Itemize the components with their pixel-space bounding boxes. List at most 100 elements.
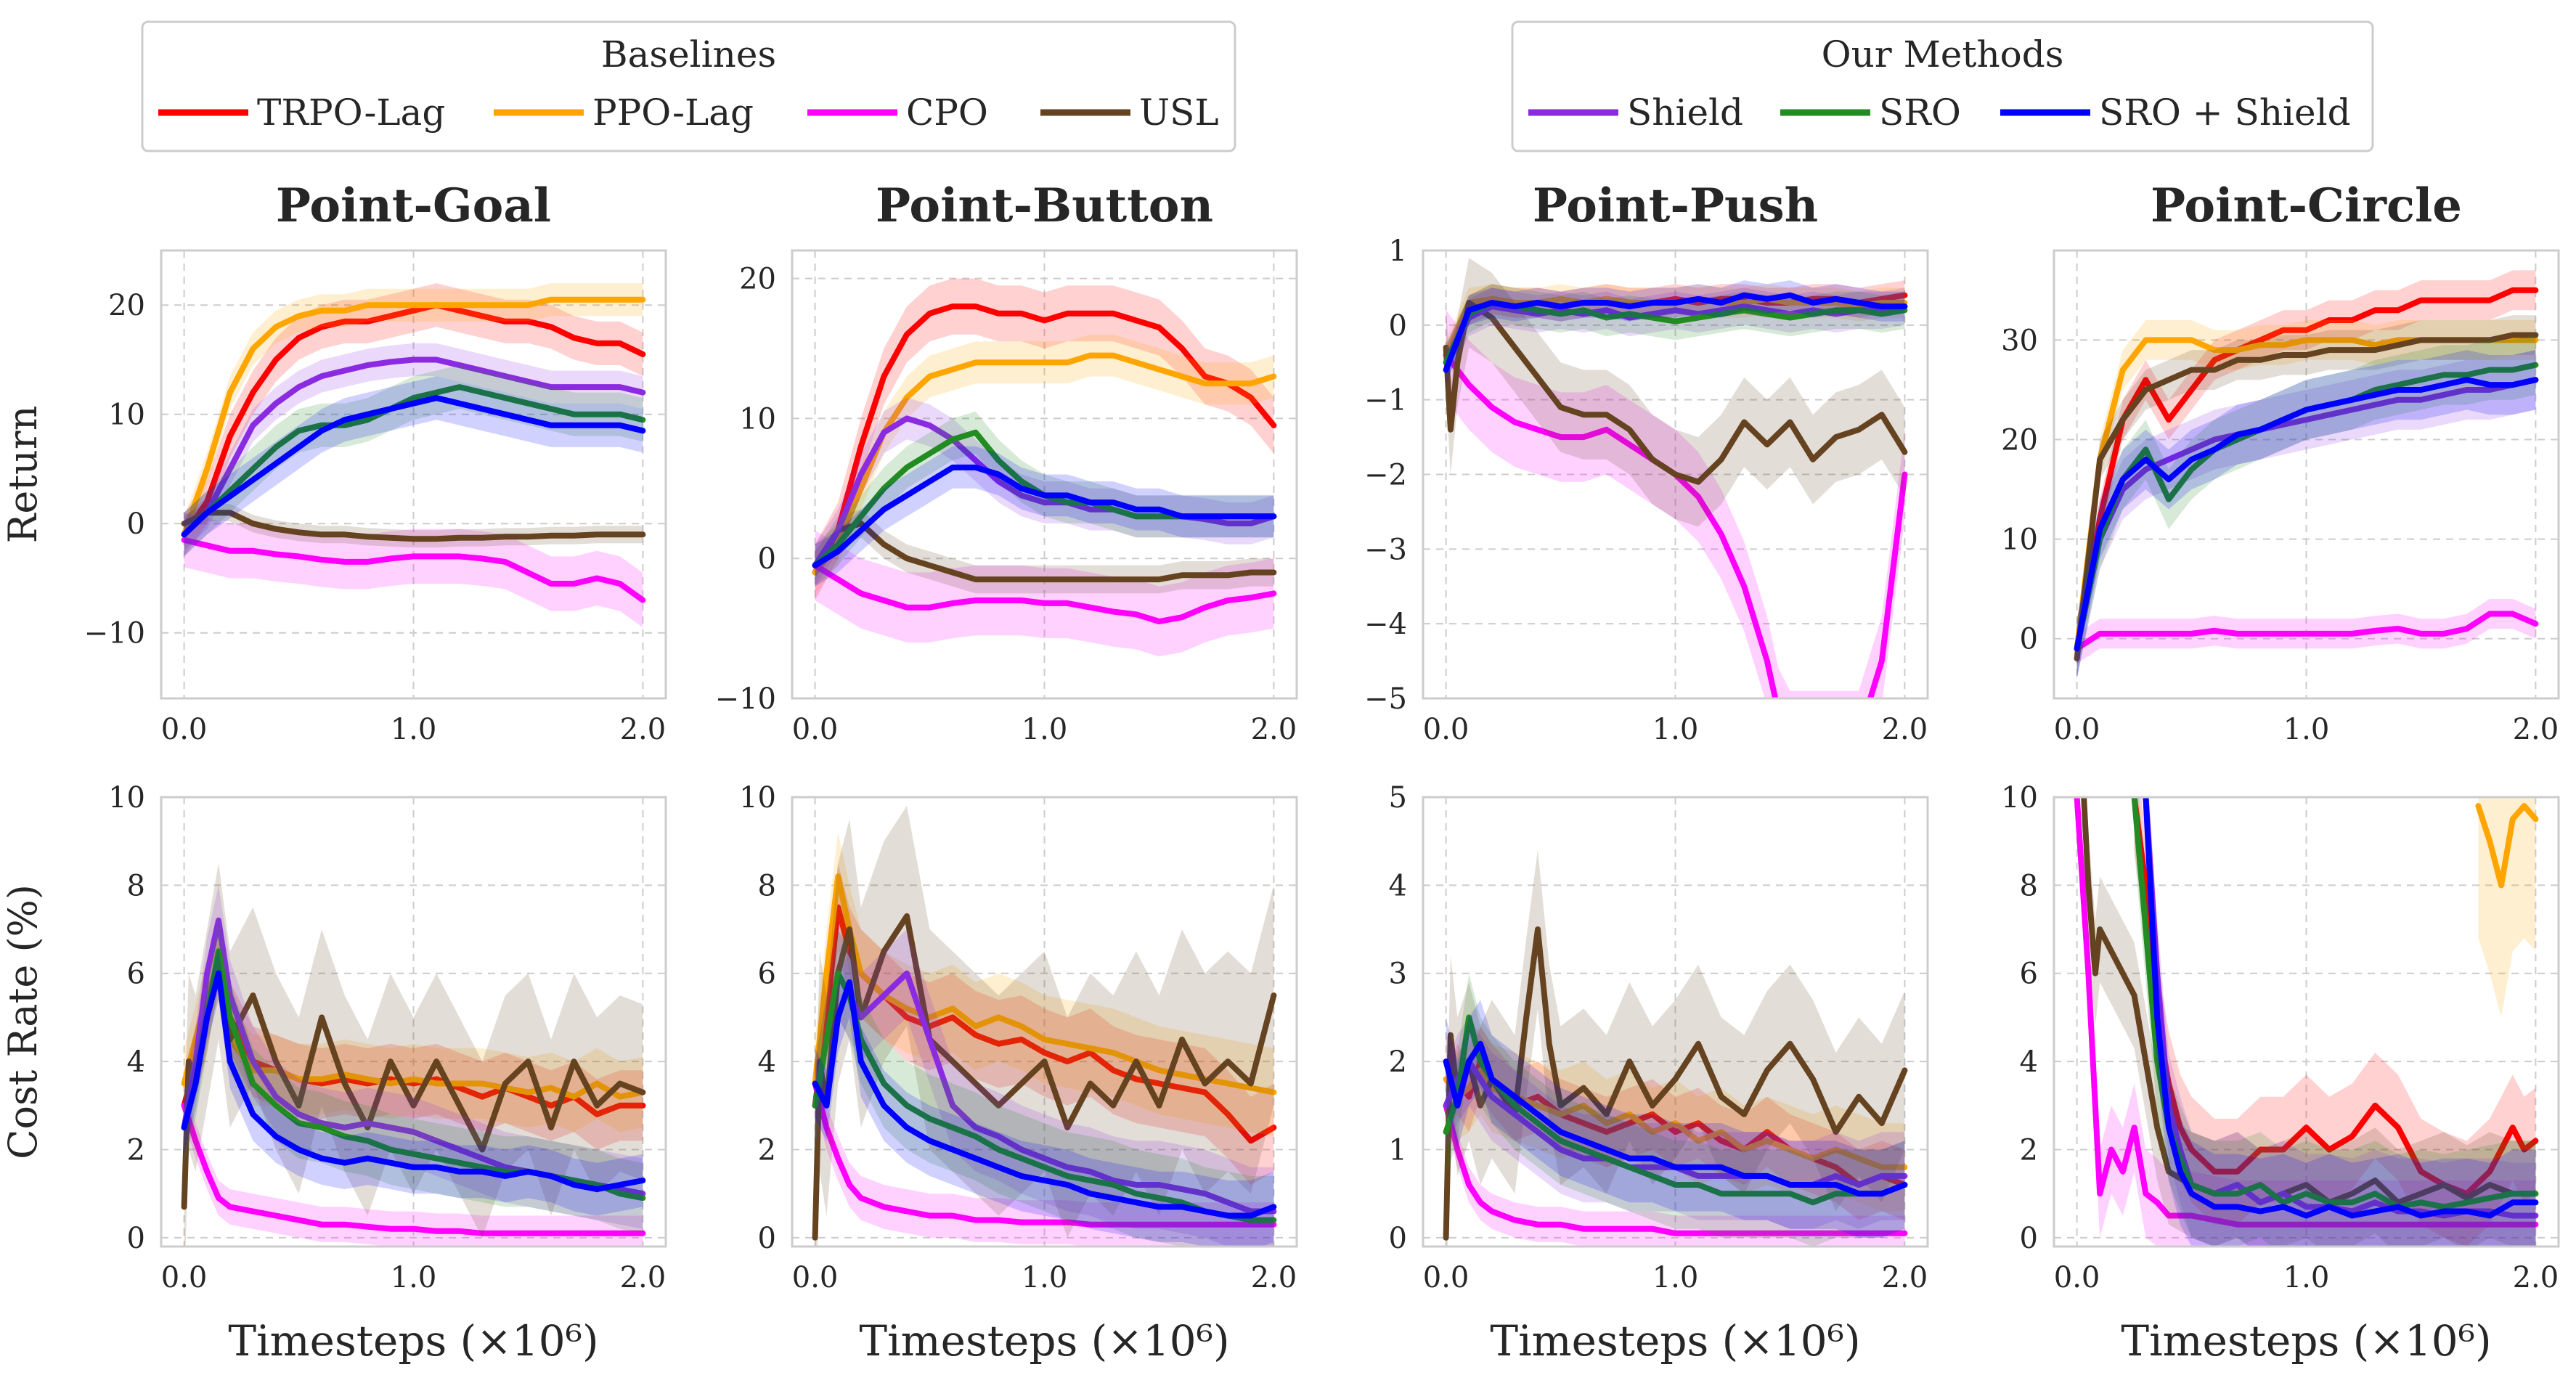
x-tick-label: 0.0 <box>792 1261 839 1294</box>
legend-entry-trpo-lag: TRPO-Lag <box>158 91 445 134</box>
band-usl <box>1446 258 1905 527</box>
legend-entry-ppo-lag: PPO-Lag <box>494 91 754 134</box>
line-sro-shield <box>181 970 646 1193</box>
y-tick-label: 0 <box>127 1222 145 1255</box>
plot-frame <box>2053 796 2560 1248</box>
x-tick-label: 1.0 <box>1022 713 1068 746</box>
panel-title: Point-Goal <box>276 179 551 233</box>
y-tick-label: 10 <box>108 399 145 432</box>
series-group <box>181 863 646 1247</box>
x-tick-label: 0.0 <box>161 713 208 746</box>
band-cpo <box>815 1061 1274 1247</box>
y-tick-label: 20 <box>739 263 776 296</box>
x-tick-label: 0.0 <box>2054 713 2100 746</box>
plot-frame <box>160 249 667 700</box>
line-cpo <box>1443 1102 1908 1236</box>
x-tick-label: 2.0 <box>1882 1261 1928 1294</box>
legend-entry-sro-shield: SRO + Shield <box>2000 91 2351 134</box>
y-tick-label: 6 <box>127 958 145 991</box>
x-tick-label: 0.0 <box>161 1261 208 1294</box>
band-shield <box>184 343 643 551</box>
line-cpo <box>181 1102 646 1236</box>
band-trpo-lag <box>2134 797 2536 1247</box>
band-ppo-lag <box>1446 1026 1905 1212</box>
band-shield <box>815 397 1274 587</box>
line-usl <box>812 913 1277 1241</box>
line-sro-shield <box>812 979 1277 1219</box>
y-tick-label: 0 <box>758 1222 776 1255</box>
panel-return-point-push: −5 −4 −3 −2 −1 0 1 0.0 1.0 2.0 Point-Push <box>1364 179 1929 746</box>
band-shield <box>2145 797 2536 1247</box>
legend-label: Shield <box>1627 91 1743 134</box>
band-sro <box>184 915 643 1233</box>
band-trpo-lag <box>815 278 1274 600</box>
band-shield <box>2076 350 2536 679</box>
band-usl <box>2084 797 2536 1247</box>
y-tick-label: 2 <box>2020 1133 2038 1167</box>
band-usl <box>2076 315 2536 679</box>
legend-our-methods: Our Methods Shield SRO SRO + Shield <box>1511 20 2374 152</box>
legend-frame <box>141 20 1236 152</box>
panel-title: Point-Circle <box>2151 179 2462 233</box>
line-cpo <box>2074 797 2539 1228</box>
x-tick-label: 1.0 <box>1652 1261 1699 1294</box>
legend-entry-sro: SRO <box>1780 91 1961 134</box>
x-tick-label: 0.0 <box>792 713 839 746</box>
line-shield <box>1443 1058 1908 1188</box>
x-tick-label: 2.0 <box>2513 713 2559 746</box>
y-tick-label: 2 <box>1389 1045 1407 1079</box>
line-cpo <box>2074 611 2539 652</box>
plot-frame <box>791 796 1298 1248</box>
line-usl <box>2074 332 2539 662</box>
legend-entry-shield: Shield <box>1528 91 1743 134</box>
legend-area: Baselines TRPO-Lag PPO-Lag CPO USL Our Method… <box>141 20 2374 152</box>
line-sro <box>181 384 646 538</box>
line-trpo-lag <box>2074 287 2539 652</box>
legend-entry-cpo: CPO <box>807 91 988 134</box>
band-sro <box>1446 973 1905 1247</box>
plot-frame <box>160 796 667 1248</box>
line-sro-shield <box>181 395 646 538</box>
band-ppo-lag <box>184 283 643 551</box>
x-tick-label: 0.0 <box>2054 1261 2100 1294</box>
band-sro-shield <box>1446 1000 1905 1238</box>
y-tick-label: 10 <box>739 781 776 815</box>
y-tick-label: 0 <box>127 507 145 541</box>
y-tick-label: 0 <box>2020 1222 2038 1255</box>
band-shield <box>1446 1017 1905 1229</box>
line-cpo <box>181 537 646 603</box>
series-group <box>812 806 1277 1247</box>
band-cpo <box>184 1088 643 1247</box>
line-usl <box>812 521 1277 583</box>
y-tick-label: −2 <box>1364 459 1407 492</box>
band-usl <box>815 509 1274 594</box>
plot-frame <box>2053 249 2560 700</box>
band-sro-shield <box>2076 350 2536 679</box>
y-tick-label: 0 <box>2020 623 2038 656</box>
legend-title: Baselines <box>601 33 776 76</box>
panel-return-point-button: −10 0 10 20 0.0 1.0 2.0 Point-Button <box>715 179 1298 746</box>
series-group <box>2074 797 2539 1247</box>
band-ppo-lag <box>815 832 1274 1137</box>
y-tick-label: 4 <box>2020 1045 2038 1079</box>
band-cpo <box>815 530 1274 657</box>
line-sro-shield <box>2143 797 2539 1219</box>
line-usl <box>1443 926 1908 1241</box>
y-tick-label: 8 <box>758 869 776 902</box>
panel-return-point-goal: −10 0 10 20 0.0 1.0 2.0 Point-Goal Return <box>0 179 667 746</box>
line-sro-shield <box>1443 292 1908 373</box>
x-tick-label: 1.0 <box>2283 713 2330 746</box>
legend-entry-usl: USL <box>1040 91 1219 134</box>
band-shield <box>815 929 1274 1247</box>
y-tick-label: 8 <box>127 869 145 902</box>
band-shield <box>184 885 643 1229</box>
line-cpo <box>812 562 1277 624</box>
legend-label: PPO-Lag <box>592 91 754 134</box>
series-group <box>1443 849 1908 1247</box>
line-cpo <box>812 1080 1277 1228</box>
panel-title: Point-Button <box>876 179 1213 233</box>
y-tick-label: 4 <box>127 1045 145 1079</box>
band-sro <box>2134 797 2536 1247</box>
legend-label: SRO <box>1879 91 1961 134</box>
